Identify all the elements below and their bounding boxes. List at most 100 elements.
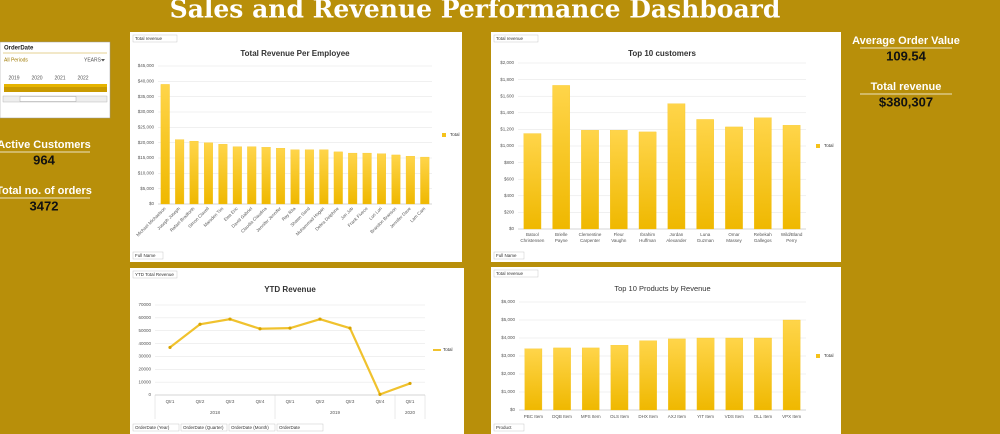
- field-button[interactable]: [493, 34, 539, 43]
- kpi-value: $380,307: [879, 94, 933, 109]
- x-tick-label: Brielle Payne: [555, 232, 568, 243]
- bar: [290, 149, 300, 205]
- x-tick-label: OLL Item: [754, 414, 773, 419]
- line-marker: [318, 317, 322, 321]
- y-tick-label: 70000: [138, 302, 151, 307]
- bar: [667, 103, 686, 230]
- bar: [175, 139, 185, 205]
- bar: [261, 147, 271, 205]
- x-tick-label: Wild/Bland Perry: [781, 232, 803, 243]
- axis-button[interactable]: [493, 251, 525, 260]
- bar: [668, 338, 686, 411]
- dropdown-arrow[interactable]: [101, 59, 105, 62]
- legend-label: Total: [824, 143, 834, 148]
- y-tick-label: $600: [504, 176, 515, 181]
- x-tick-label: Luna Guzman: [697, 232, 715, 243]
- kpi-label: Total revenue: [871, 81, 942, 93]
- axis-button[interactable]: [228, 423, 276, 432]
- y-tick-label: $1,400: [500, 110, 514, 115]
- x-tick-label: Rebekah Gallegos: [754, 232, 773, 243]
- axis-button-label: Full Name: [135, 253, 156, 258]
- y-tick-label: $0: [509, 226, 515, 231]
- axis-button[interactable]: [276, 423, 324, 432]
- axis-button[interactable]: [493, 423, 525, 432]
- legend-label: Total: [824, 353, 834, 358]
- bar: [218, 144, 228, 205]
- slicer[interactable]: [0, 41, 111, 119]
- x-tick-label: DHX Item: [638, 414, 658, 419]
- bar: [725, 126, 743, 230]
- line-marker: [228, 317, 232, 321]
- field-button[interactable]: [132, 34, 178, 43]
- y-tick-label: $10,000: [138, 171, 155, 176]
- bar: [638, 131, 657, 230]
- chart-panel: [491, 32, 841, 262]
- y-tick-label: $35,000: [138, 94, 155, 99]
- slicer-selection: All Periods: [4, 57, 28, 63]
- year-label: 2019: [8, 75, 19, 81]
- axis-button-label: OrderDate: [279, 425, 301, 430]
- bar: [610, 345, 629, 411]
- bar: [232, 146, 242, 205]
- slicer-level[interactable]: YEARS: [84, 57, 102, 63]
- bar: [782, 125, 801, 230]
- x-tick-label: Qtr4: [376, 399, 385, 404]
- y-tick-label: $25,000: [138, 125, 155, 130]
- x-tick-label: Batool Christensen: [520, 232, 545, 243]
- bar: [610, 130, 628, 230]
- group-label: 2018: [210, 410, 221, 415]
- group-label: 2020: [405, 410, 416, 415]
- field-button-label: YTD Total Revenue: [135, 272, 174, 277]
- timeline-bar[interactable]: [4, 84, 107, 92]
- bar: [348, 152, 358, 205]
- bar: [319, 149, 329, 205]
- line-marker: [378, 392, 382, 396]
- y-tick-label: 40000: [138, 341, 151, 346]
- chart-title: Total Revenue Per Employee: [240, 49, 350, 58]
- field-button[interactable]: [493, 269, 539, 278]
- bar: [696, 119, 714, 230]
- bar: [391, 154, 401, 205]
- x-tick-label: Qtr2: [196, 399, 205, 404]
- axis-button[interactable]: [132, 423, 180, 432]
- legend-swatch: [816, 144, 820, 148]
- kpi-label: Total no. of orders: [0, 185, 92, 197]
- line-marker: [348, 326, 352, 330]
- x-tick-label: Qtr3: [346, 399, 355, 404]
- axis-button-label: OrderDate (Quarter): [183, 425, 224, 430]
- y-tick-label: $5,000: [501, 317, 515, 322]
- scroll-thumb[interactable]: [19, 96, 77, 102]
- bar: [782, 319, 801, 411]
- bar: [420, 156, 430, 205]
- y-tick-label: 10000: [138, 379, 151, 384]
- bar: [581, 347, 600, 411]
- bar: [639, 340, 657, 411]
- dashboard-title: Sales and Revenue Performance Dashboard: [170, 0, 781, 24]
- field-button[interactable]: [132, 270, 178, 279]
- line-marker: [198, 322, 202, 326]
- bar: [377, 153, 387, 205]
- bar: [203, 142, 213, 205]
- chart-title: Top 10 customers: [628, 49, 696, 58]
- bar: [160, 84, 170, 205]
- chart-panel: [130, 268, 464, 434]
- y-tick-label: 60000: [138, 315, 151, 320]
- kpi-label: Average Order Value: [852, 35, 960, 47]
- x-tick-label: Qtr1: [286, 399, 295, 404]
- y-tick-label: $5,000: [140, 186, 154, 191]
- y-tick-label: $0: [510, 407, 516, 412]
- legend-label: Total: [450, 132, 460, 137]
- line-marker: [408, 381, 412, 386]
- bar: [581, 130, 599, 230]
- axis-button[interactable]: [132, 251, 164, 260]
- bar: [754, 337, 772, 411]
- y-tick-label: 20000: [138, 366, 151, 371]
- axis-button[interactable]: [180, 423, 228, 432]
- axis-button-label: Product: [496, 425, 512, 430]
- y-tick-label: $6,000: [501, 299, 515, 304]
- chart-panel: [491, 267, 841, 434]
- bar: [725, 337, 744, 411]
- y-tick-label: 30000: [138, 354, 151, 359]
- x-tick-label: Qtr4: [256, 399, 265, 404]
